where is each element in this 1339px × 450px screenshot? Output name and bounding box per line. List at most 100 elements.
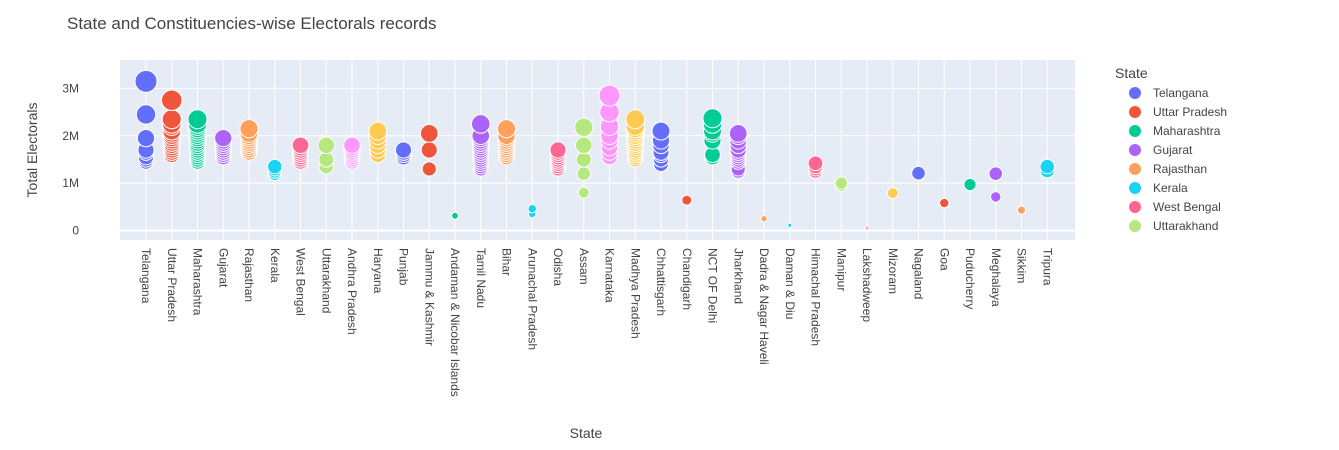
data-point xyxy=(575,151,592,168)
data-point xyxy=(577,186,590,199)
data-point xyxy=(834,176,848,190)
legend-item[interactable]: Gujarat xyxy=(1129,143,1193,157)
data-point xyxy=(576,166,592,181)
x-tick-label: Assam xyxy=(577,248,591,285)
legend-marker xyxy=(1129,182,1141,194)
x-tick-label: NCT OF Delhi xyxy=(706,248,720,323)
data-point xyxy=(681,194,693,206)
data-point xyxy=(864,225,870,231)
data-point xyxy=(135,104,157,125)
x-tick-label: Mizoram xyxy=(886,248,900,294)
x-tick-label: Himachal Pradesh xyxy=(809,248,823,346)
data-point xyxy=(807,155,824,172)
x-tick-label: Chhattisgarh xyxy=(654,248,668,316)
legend-label: Rajasthan xyxy=(1153,162,1207,176)
x-tick-label: Haryana xyxy=(371,248,385,294)
x-tick-label: Telangana xyxy=(139,248,153,304)
legend-item[interactable]: Telangana xyxy=(1129,86,1209,100)
data-point xyxy=(161,109,182,130)
data-point xyxy=(317,136,336,155)
x-tick-label: Daman & Diu xyxy=(783,248,797,319)
y-tick-label: 1M xyxy=(62,176,79,190)
data-point xyxy=(134,69,158,93)
legend-label: Uttar Pradesh xyxy=(1153,105,1227,119)
legend-marker xyxy=(1129,106,1141,118)
data-point xyxy=(470,114,491,134)
data-point xyxy=(598,84,621,107)
legend-item[interactable]: Maharashtra xyxy=(1129,124,1221,138)
legend-title: State xyxy=(1115,65,1148,81)
legend-label: Uttarakhand xyxy=(1153,219,1218,233)
data-point xyxy=(939,197,950,209)
x-tick-label: Goa xyxy=(937,248,951,271)
legend-item[interactable]: Uttar Pradesh xyxy=(1129,105,1227,119)
data-point xyxy=(420,141,438,159)
legend[interactable]: State Telangana Uttar Pradesh Maharashtra G… xyxy=(1115,65,1227,233)
data-point xyxy=(1039,158,1055,175)
data-point xyxy=(1016,205,1027,215)
y-axis-title: Total Electorals xyxy=(24,103,40,198)
x-tick-label: Tripura xyxy=(1040,248,1054,286)
data-point xyxy=(886,187,899,200)
legend-item[interactable]: Uttarakhand xyxy=(1129,219,1218,233)
x-tick-label: Punjab xyxy=(397,248,411,286)
x-tick-label: Odisha xyxy=(551,248,565,286)
legend-item[interactable]: Kerala xyxy=(1129,181,1188,195)
legend-marker xyxy=(1129,201,1141,213)
x-tick-label: Meghalaya xyxy=(989,248,1003,307)
data-point xyxy=(394,141,413,159)
data-point xyxy=(368,121,388,141)
x-tick-label: Puducherry xyxy=(963,248,977,309)
x-tick-label: Dadra & Nagar Haveli xyxy=(757,248,771,365)
x-tick-label: Tamil Nadu xyxy=(474,248,488,308)
data-point xyxy=(451,211,459,220)
data-point xyxy=(291,136,310,155)
legend-marker xyxy=(1129,87,1141,99)
x-tick-label: Arunachal Pradesh xyxy=(525,248,539,350)
x-tick-label: Rajasthan xyxy=(242,248,256,302)
legend-marker xyxy=(1129,220,1141,232)
x-tick-label: Jharkhand xyxy=(731,248,745,304)
x-tick-label: Manipur xyxy=(834,248,848,291)
data-point xyxy=(574,136,593,155)
data-point xyxy=(574,117,594,137)
x-tick-label: Karnataka xyxy=(603,248,617,303)
data-point xyxy=(267,158,283,175)
legend-label: West Bengal xyxy=(1153,200,1221,214)
data-point xyxy=(990,191,1002,203)
y-tick-label: 0 xyxy=(72,224,79,238)
x-tick-label: Sikkim xyxy=(1015,248,1029,283)
legend-item[interactable]: West Bengal xyxy=(1129,200,1221,214)
data-point xyxy=(988,166,1004,181)
x-tick-label: Andhra Pradesh xyxy=(345,248,359,335)
x-tick-label: Madhya Pradesh xyxy=(628,248,642,339)
data-point xyxy=(728,124,748,143)
data-point xyxy=(549,141,567,159)
legend-marker xyxy=(1129,163,1141,175)
x-tick-label: Jammu & Kashmir xyxy=(422,248,436,346)
plot-area xyxy=(120,60,1075,240)
legend-label: Kerala xyxy=(1153,181,1188,195)
x-tick-label: Chandigarh xyxy=(680,248,694,310)
data-point xyxy=(787,222,793,228)
x-tick-label: West Bengal xyxy=(294,248,308,316)
x-tick-label: Uttarakhand xyxy=(319,248,333,313)
data-point xyxy=(214,129,233,148)
x-tick-label: Maharashtra xyxy=(191,248,205,316)
legend-label: Gujarat xyxy=(1153,143,1193,157)
chart-title: State and Constituencies-wise Electorals… xyxy=(67,14,436,33)
x-tick-label: Nagaland xyxy=(912,248,926,299)
legend-label: Maharashtra xyxy=(1153,124,1221,138)
data-point xyxy=(421,161,437,177)
data-point xyxy=(419,124,439,143)
data-point xyxy=(651,121,671,141)
y-axis-ticks: 0 1M 2M 3M xyxy=(62,81,79,237)
legend-item[interactable]: Rajasthan xyxy=(1129,162,1207,176)
x-tick-label: Bihar xyxy=(500,248,514,276)
data-point xyxy=(527,204,537,214)
legend-marker xyxy=(1129,144,1141,156)
data-point xyxy=(911,165,926,181)
x-tick-label: Uttar Pradesh xyxy=(165,248,179,322)
data-point xyxy=(760,215,768,223)
